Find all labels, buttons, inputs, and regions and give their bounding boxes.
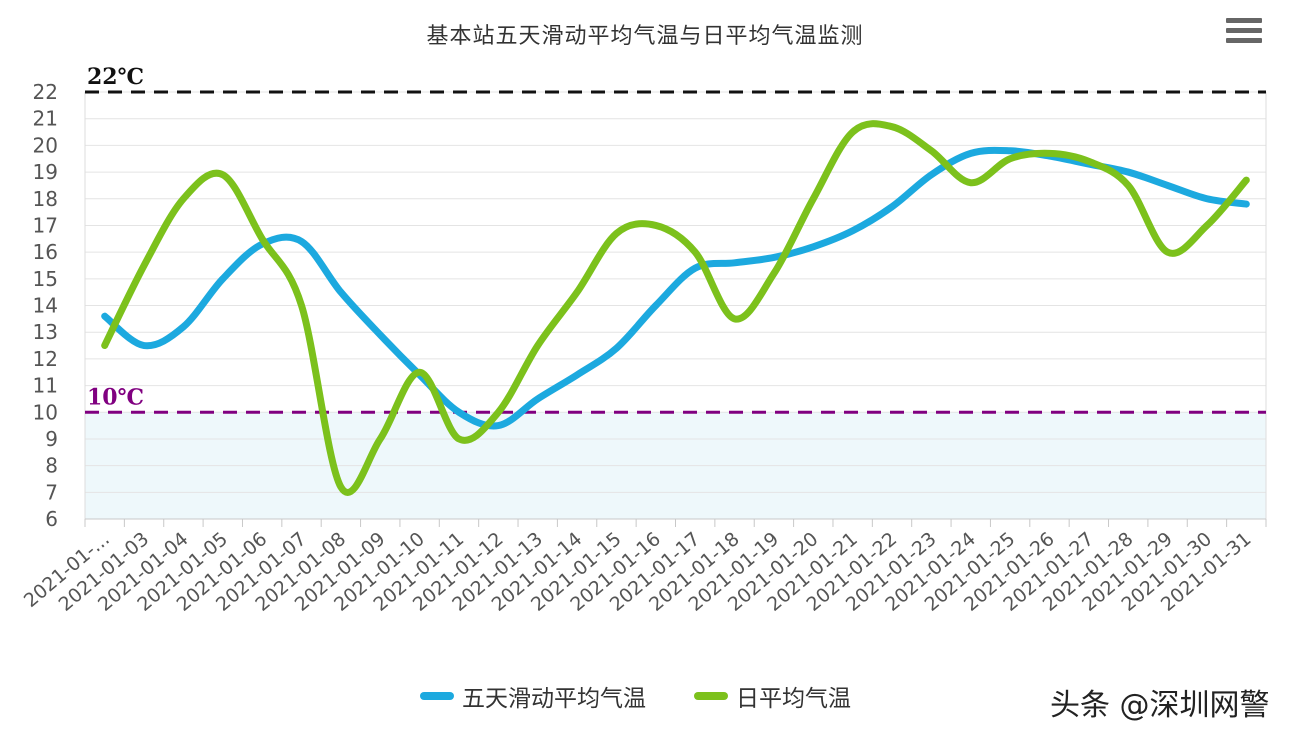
legend-item-daily-average[interactable]: 日平均气温: [694, 680, 851, 712]
y-tick-label: 18: [33, 187, 58, 211]
y-tick-label: 6: [45, 507, 58, 531]
y-tick-label: 20: [33, 133, 58, 157]
y-tick-label: 9: [45, 427, 58, 451]
legend-swatch-daily-average: [694, 692, 728, 700]
watermark-text: 头条 @深圳网警: [1050, 688, 1270, 723]
y-tick-label: 21: [33, 107, 58, 131]
y-tick-label: 12: [33, 347, 58, 371]
y-tick-label: 8: [45, 454, 58, 478]
legend-item-five-day-average[interactable]: 五天滑动平均气温: [420, 680, 646, 712]
y-tick-label: 16: [33, 240, 58, 264]
legend-swatch-five-day-average: [420, 692, 454, 700]
series-five-day-average-line: [101, 146, 1250, 430]
y-tick-label: 14: [33, 294, 58, 318]
y-tick-label: 11: [33, 374, 58, 398]
legend-label-daily-average: 日平均气温: [736, 686, 851, 712]
y-tick-label: 19: [33, 160, 58, 184]
y-tick-label: 7: [45, 480, 58, 504]
y-tick-label: 22: [33, 80, 58, 104]
y-tick-label: 15: [33, 267, 58, 291]
reference-label-10: 10℃: [87, 384, 144, 410]
chart-title: 基本站五天滑动平均气温与日平均气温监测: [426, 24, 864, 49]
y-tick-label: 17: [33, 213, 58, 237]
legend-label-five-day-average: 五天滑动平均气温: [462, 686, 646, 712]
y-tick-label: 13: [33, 320, 58, 344]
hamburger-menu-icon[interactable]: [1226, 18, 1262, 46]
reference-label-22: 22℃: [87, 64, 144, 90]
y-tick-label: 10: [33, 400, 58, 424]
series-daily-average-line: [101, 120, 1250, 496]
